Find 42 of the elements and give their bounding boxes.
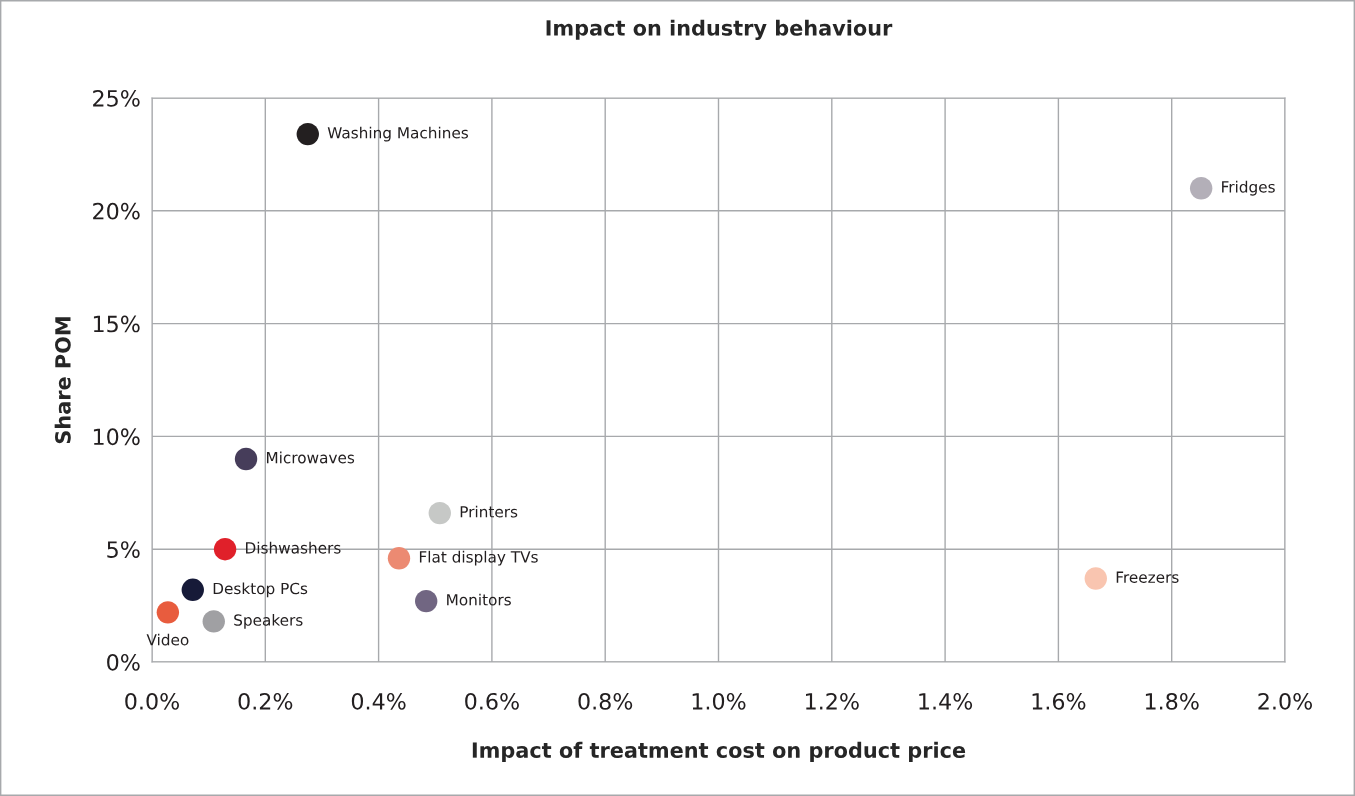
- point: [1189, 177, 1213, 200]
- y-tick-label: 10%: [93, 428, 140, 446]
- x-tick-label: 0.6%: [465, 692, 519, 710]
- annotation: Video: [146, 633, 189, 646]
- annotation: Desktop PCs: [213, 582, 308, 598]
- annotation: Monitors: [447, 593, 511, 606]
- annotation: Washing Machines: [327, 126, 469, 142]
- x-tick-label: 1.8%: [1145, 692, 1199, 710]
- y-tick-label: 25%: [93, 89, 140, 107]
- point: [202, 610, 225, 633]
- x-tick-label: 0.4%: [351, 692, 406, 710]
- x-tick-label: 0.2%: [238, 692, 293, 710]
- x-tick-label: 1.6%: [1032, 692, 1086, 710]
- point: [234, 447, 258, 471]
- x-tick-label: 0.0%: [125, 692, 179, 710]
- y-tick-label: 5%: [107, 541, 140, 558]
- point: [156, 601, 180, 624]
- point: [387, 547, 411, 570]
- annotation: Dishwashers: [246, 541, 341, 554]
- y-tick-label: 15%: [93, 315, 140, 333]
- point: [428, 501, 451, 525]
- annotation: Printers: [460, 505, 518, 518]
- x-tick-label: 1.4%: [919, 692, 973, 710]
- point: [181, 578, 204, 602]
- point: [213, 538, 237, 561]
- x-tick-label: 1.2%: [806, 692, 859, 710]
- point: [414, 589, 438, 613]
- x-tick-label: 2.0%: [1258, 692, 1312, 710]
- annotation: Flat display TVs: [419, 550, 538, 566]
- annotation: Speakers: [234, 614, 303, 629]
- annotation: Microwaves: [266, 451, 355, 464]
- y-axis-title: Share POM: [54, 317, 71, 444]
- x-axis-title: Impact of treatment cost on product price: [472, 741, 966, 762]
- point: [296, 122, 319, 146]
- y-tick-label: 20%: [93, 202, 140, 220]
- x-tick-label: 1.0%: [692, 692, 746, 710]
- y-tick-label: 0%: [107, 653, 140, 671]
- chart-title: Impact on industry behaviour: [546, 19, 893, 40]
- point: [1084, 567, 1107, 590]
- annotation: Fridges: [1222, 180, 1275, 196]
- annotation: Freezers: [1116, 571, 1179, 583]
- x-tick-label: 0.8%: [578, 692, 633, 710]
